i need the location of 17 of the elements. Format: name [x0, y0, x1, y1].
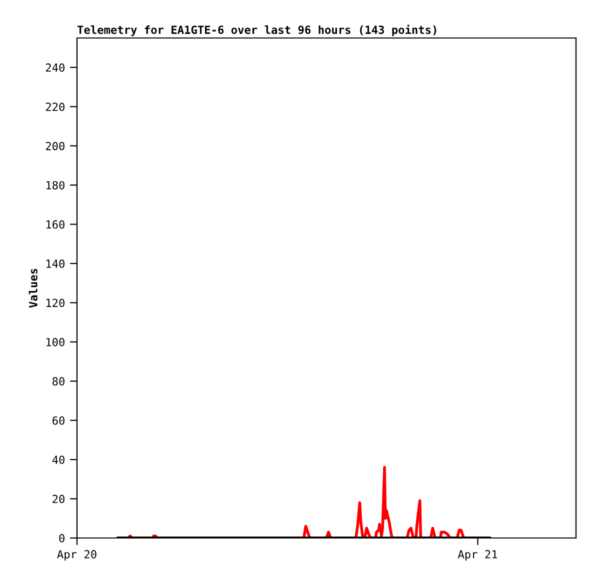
x-tick-label: Apr 21: [458, 550, 498, 561]
y-axis-title: Values: [28, 268, 38, 308]
y-tick-label: 0: [59, 534, 64, 542]
y-tick-label: 140: [46, 259, 64, 268]
x-tick-label: Apr 20: [57, 550, 96, 561]
y-tick-label: 200: [46, 142, 64, 150]
y-tick-label: 80: [52, 377, 64, 386]
y-tick-label: 100: [46, 338, 64, 346]
y-tick-label: 220: [46, 102, 64, 112]
y-tick-label: 40: [52, 456, 64, 464]
y-tick-label: 240: [46, 63, 64, 72]
y-tick-label: 180: [46, 181, 64, 190]
y-tick-label: 120: [46, 298, 64, 308]
y-tick-label: 20: [52, 494, 64, 504]
chart-title: Telemetry for EA1GTE-6 over last 96 hours (143 points): [77, 24, 436, 36]
y-tick-label: 160: [46, 220, 64, 229]
y-tick-label: 60: [52, 416, 64, 425]
